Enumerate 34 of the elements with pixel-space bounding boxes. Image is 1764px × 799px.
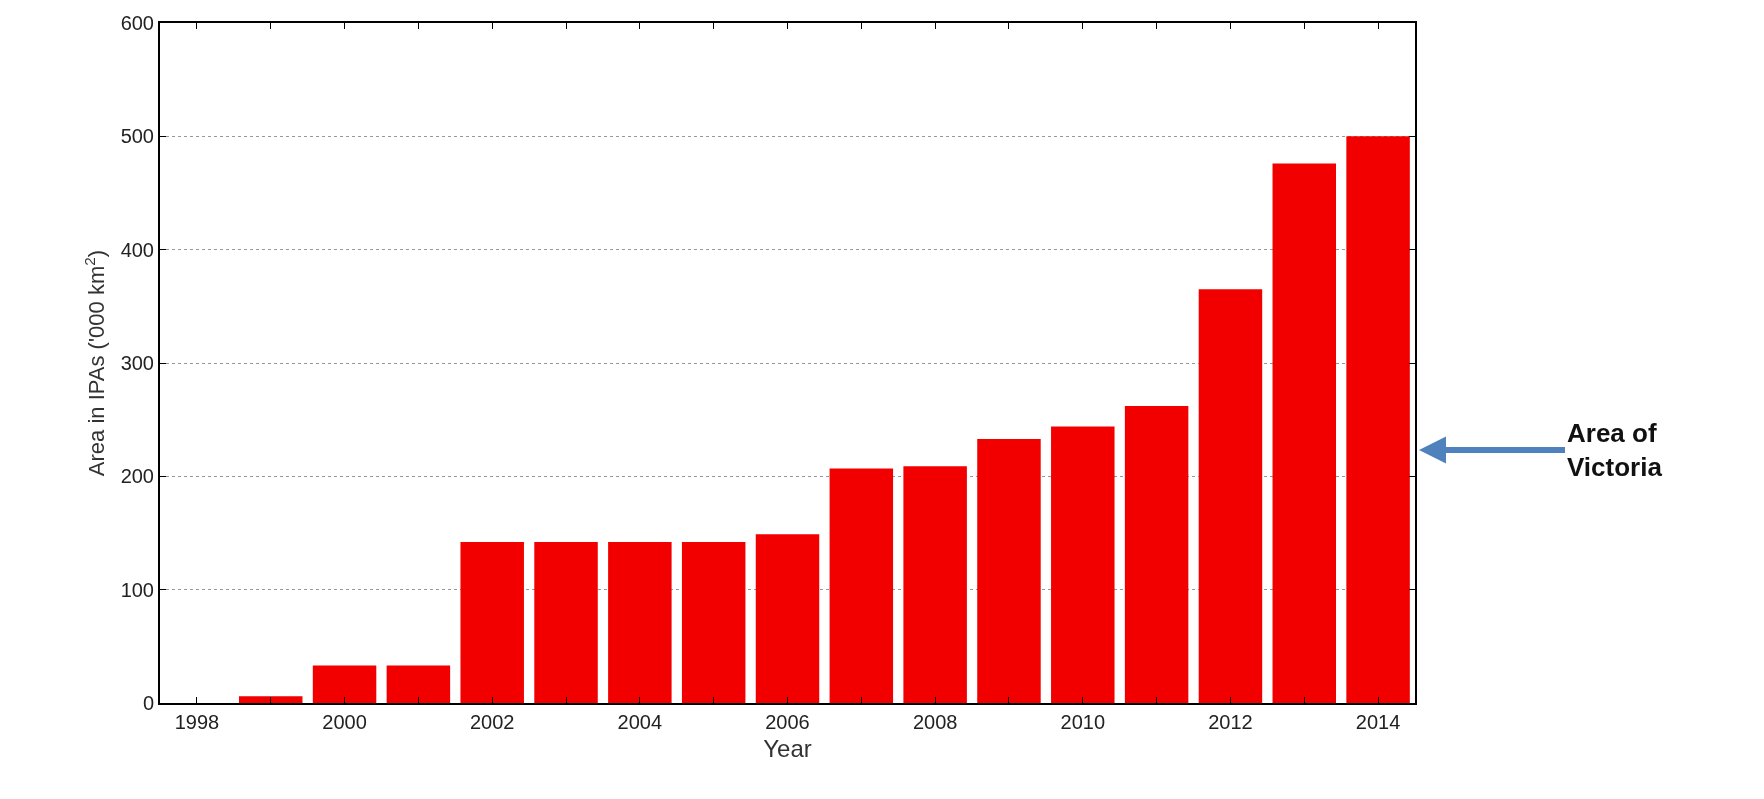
bar [1272, 163, 1337, 703]
bar [238, 696, 303, 703]
y-tick-label: 300 [120, 352, 154, 374]
x-tick-label: 2004 [617, 711, 663, 733]
bar [1198, 289, 1263, 703]
x-tick-label: 2000 [322, 711, 367, 733]
x-tick-label: 1998 [174, 711, 220, 733]
x-tick-label: 2006 [765, 711, 810, 733]
bar [755, 534, 820, 703]
y-tick-label: 200 [120, 465, 154, 488]
x-axis-title: Year [763, 734, 812, 762]
x-tick-label: 2012 [1208, 711, 1253, 733]
y-tick-label: 100 [120, 578, 154, 601]
bar [903, 466, 967, 703]
y-tick-label: 0 [142, 692, 154, 714]
bar [312, 665, 377, 703]
bar [1346, 136, 1410, 703]
bar [681, 542, 746, 703]
x-tick-label: 2002 [469, 711, 515, 733]
bar [608, 542, 672, 703]
bar [977, 438, 1041, 703]
text: Area of Victoria [1567, 418, 1663, 482]
x-tick-label: 2008 [912, 711, 958, 733]
bar [1051, 426, 1115, 703]
bar [829, 468, 894, 703]
y-tick-label: 500 [120, 125, 154, 148]
bar [1124, 406, 1189, 703]
bar [534, 542, 598, 703]
y-tick-label: 600 [120, 12, 154, 34]
bar [386, 665, 451, 703]
y-tick-label: 400 [120, 238, 154, 261]
bar [460, 542, 524, 703]
x-tick-label: 2010 [1060, 711, 1106, 733]
x-tick-label: 2014 [1355, 711, 1401, 733]
